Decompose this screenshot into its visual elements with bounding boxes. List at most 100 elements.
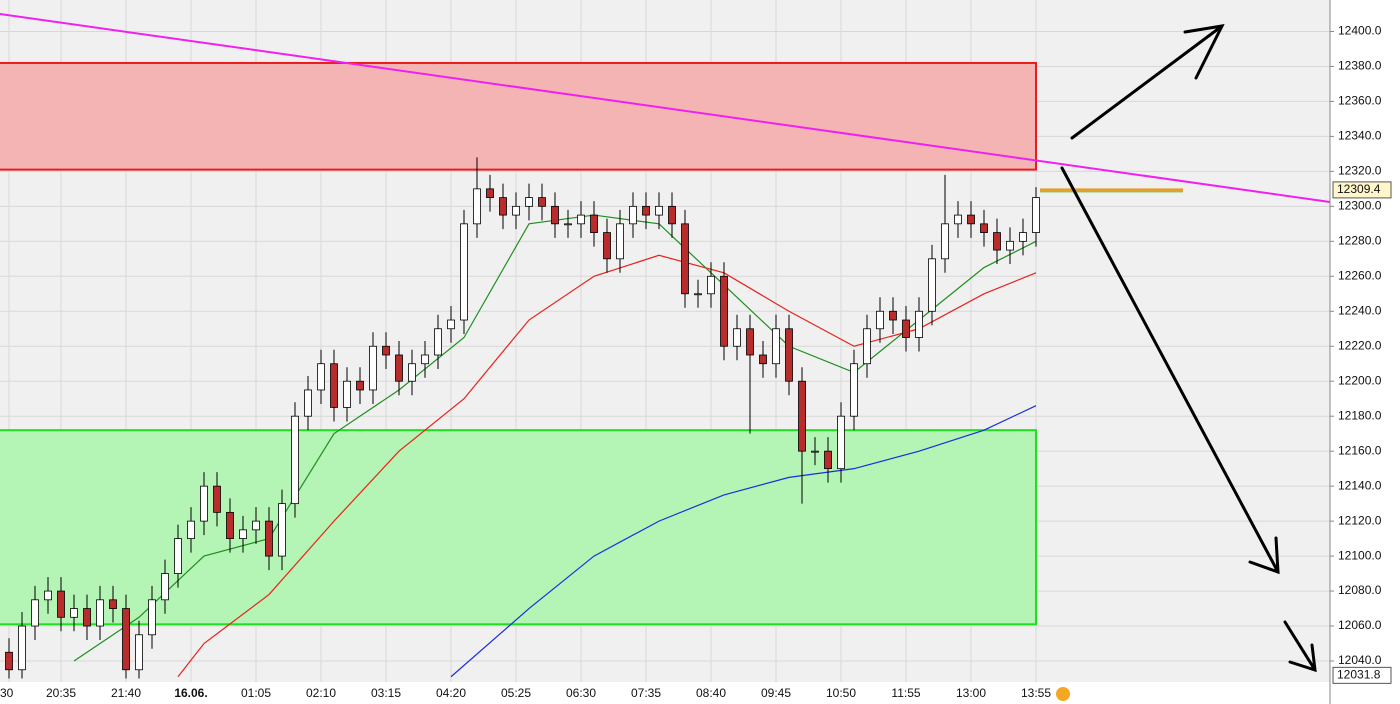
- candle-body: [57, 590, 65, 618]
- candle-body: [915, 310, 923, 338]
- y-tick-label: 12120.0: [1338, 513, 1382, 527]
- candle-body: [213, 485, 221, 513]
- candle-body: [746, 328, 754, 356]
- y-tick-label: 12240.0: [1338, 303, 1382, 317]
- candle-body: [356, 380, 364, 391]
- candle-body: [447, 319, 455, 330]
- candle-body: [304, 389, 312, 417]
- candle-body: [668, 205, 676, 225]
- candle-body: [954, 214, 962, 225]
- y-tick-label: 12200.0: [1338, 373, 1382, 387]
- y-tick-label: 12360.0: [1338, 94, 1382, 108]
- candle-body: [239, 529, 247, 540]
- x-tick-label: 21:40: [111, 686, 141, 700]
- candle-body: [1019, 232, 1027, 242]
- y-tick-label: 12040.0: [1338, 653, 1382, 667]
- candle-body: [226, 511, 234, 540]
- arrow-down: [1060, 166, 1280, 575]
- y-tick-label: 12140.0: [1338, 478, 1382, 492]
- candle-body: [967, 214, 975, 225]
- candle-body: [434, 328, 442, 356]
- arrow-up: [1070, 24, 1225, 140]
- candle-body: [70, 608, 78, 618]
- candle-body: [200, 485, 208, 522]
- candle-body: [109, 599, 117, 609]
- candle-body: [772, 328, 780, 365]
- candle-body: [499, 197, 507, 216]
- candle-body: [512, 205, 520, 216]
- candle-body: [187, 520, 195, 540]
- y-tick-label: 12260.0: [1338, 268, 1382, 282]
- candle-body: [603, 232, 611, 260]
- candle-body: [720, 275, 728, 347]
- x-tick-label: 03:15: [371, 686, 401, 700]
- candle-body: [369, 345, 377, 391]
- candle-body: [811, 450, 819, 453]
- arrow-down-small: [1283, 620, 1317, 673]
- x-tick-label: 04:20: [436, 686, 466, 700]
- candle-body: [421, 354, 429, 365]
- candle-body: [681, 223, 689, 295]
- y-tick-label: 12300.0: [1338, 199, 1382, 213]
- candle-body: [148, 599, 156, 636]
- moving-average: [73, 214, 1037, 662]
- candle-body: [1006, 240, 1014, 251]
- candle-body: [616, 223, 624, 260]
- x-tick-label: 20:35: [46, 686, 76, 700]
- candle-body: [161, 573, 169, 601]
- candle-body: [941, 223, 949, 260]
- candle-body: [395, 354, 403, 382]
- candle-body: [577, 214, 585, 225]
- x-tick-label: 08:40: [696, 686, 726, 700]
- candle-body: [863, 328, 871, 365]
- zone: [0, 61, 1037, 171]
- x-tick-label: 16.06.: [174, 686, 207, 700]
- candle-body: [135, 634, 143, 671]
- candle-body: [759, 354, 767, 365]
- x-tick-label: 02:10: [306, 686, 336, 700]
- candle-body: [785, 328, 793, 382]
- x-tick-label: 13:00: [956, 686, 986, 700]
- y-tick-label: 12380.0: [1338, 59, 1382, 73]
- candle-body: [408, 363, 416, 382]
- x-tick-label: 30: [0, 686, 14, 700]
- candle-body: [5, 651, 13, 671]
- candle-body: [31, 599, 39, 627]
- candle-body: [278, 503, 286, 557]
- y-tick-label: 12340.0: [1338, 129, 1382, 143]
- candle-body: [460, 223, 468, 321]
- candle-body: [928, 258, 936, 312]
- candle-body: [889, 310, 897, 321]
- candle-body: [343, 380, 351, 408]
- candle-body: [382, 345, 390, 356]
- status-icon: [1056, 687, 1070, 701]
- candle-body: [252, 520, 260, 531]
- candle-body: [902, 319, 910, 338]
- candle-body: [564, 223, 572, 226]
- candle-body: [551, 205, 559, 225]
- candle-body: [642, 205, 650, 216]
- trendline: [0, 12, 1330, 203]
- candle-body: [980, 223, 988, 233]
- candle-body: [330, 363, 338, 408]
- candle-body: [291, 415, 299, 505]
- candle-body: [96, 599, 104, 627]
- y-tick-label: 12100.0: [1338, 548, 1382, 562]
- candle-body: [473, 188, 481, 225]
- x-tick-label: 11:55: [891, 686, 920, 700]
- candle-body: [837, 415, 845, 470]
- moving-average: [177, 254, 1037, 678]
- candle-body: [876, 310, 884, 330]
- candle-body: [993, 232, 1001, 251]
- candle-body: [1032, 197, 1040, 233]
- candle-body: [538, 197, 546, 207]
- x-tick-label: 01:05: [241, 686, 271, 700]
- y-tick-label: 12160.0: [1338, 443, 1382, 457]
- price-label: 12031.8: [1337, 668, 1381, 682]
- candle-body: [486, 188, 494, 199]
- x-tick-label: 06:30: [566, 686, 596, 700]
- moving-average: [450, 405, 1037, 678]
- y-tick-label: 12220.0: [1338, 338, 1382, 352]
